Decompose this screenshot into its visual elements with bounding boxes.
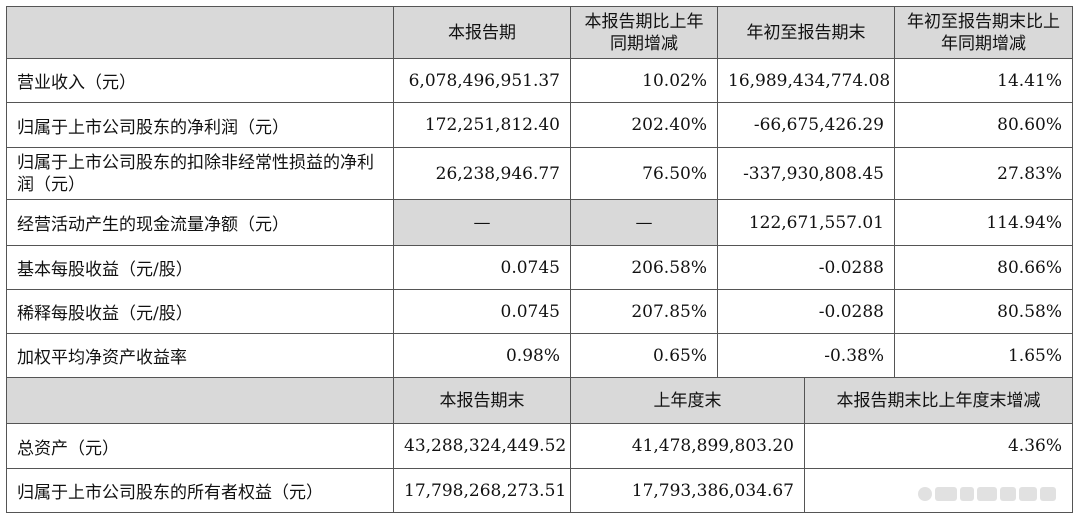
table-row: 归属于上市公司股东的扣除非经常性损益的净利润（元） 26,238,946.77 … (6, 147, 1073, 200)
row-label: 总资产（元） (6, 423, 394, 469)
header-corner-cell (6, 377, 394, 424)
row-label: 加权平均净资产收益率 (6, 333, 394, 378)
table-row: 营业收入（元） 6,078,496,951.37 10.02% 16,989,4… (6, 58, 1073, 103)
cell-period-end: 43,288,324,449.52 (393, 423, 571, 469)
row-label: 营业收入（元） (6, 58, 394, 103)
col-header-prior-year-end: 上年度末 (570, 377, 805, 424)
cell-prior-year-end: 41,478,899,803.20 (570, 423, 805, 469)
row-label: 经营活动产生的现金流量净额（元） (6, 199, 394, 246)
cell-current-period-yoy: 0.65% (570, 333, 718, 378)
cell-current-period-yoy: 207.85% (570, 289, 718, 334)
cell-ytd-yoy: 27.83% (894, 147, 1073, 200)
cell-current-period: 26,238,946.77 (393, 147, 571, 200)
cell-current-period-yoy: 206.58% (570, 245, 718, 290)
header-row-period: 本报告期 本报告期比上年同期增减 年初至报告期末 年初至报告期末比上年同期增减 (6, 6, 1073, 59)
cell-ytd: -0.0288 (717, 289, 895, 334)
col-header-ytd-yoy: 年初至报告期末比上年同期增减 (894, 6, 1073, 59)
cell-prior-year-end: 17,793,386,034.67 (570, 468, 805, 513)
table-row: 归属于上市公司股东的净利润（元） 172,251,812.40 202.40% … (6, 102, 1073, 148)
cell-ytd-yoy: 80.60% (894, 102, 1073, 148)
cell-current-period-yoy: — (570, 199, 718, 246)
cell-current-period: 0.98% (393, 333, 571, 378)
cell-ytd: -337,930,808.45 (717, 147, 895, 200)
cell-current-period: — (393, 199, 571, 246)
row-label: 归属于上市公司股东的扣除非经常性损益的净利润（元） (6, 147, 394, 200)
header-row-balance: 本报告期末 上年度末 本报告期末比上年度末增减 (6, 377, 1073, 424)
row-label: 归属于上市公司股东的净利润（元） (6, 102, 394, 148)
col-header-change: 本报告期末比上年度末增减 (804, 377, 1073, 424)
cell-ytd-yoy: 114.94% (894, 199, 1073, 246)
col-header-period-end: 本报告期末 (393, 377, 571, 424)
cell-current-period: 172,251,812.40 (393, 102, 571, 148)
cell-ytd: 16,989,434,774.08 (717, 58, 895, 103)
col-header-current-period: 本报告期 (393, 6, 571, 59)
row-label: 归属于上市公司股东的所有者权益（元） (6, 468, 394, 513)
row-label: 基本每股收益（元/股） (6, 245, 394, 290)
cell-ytd: -0.0288 (717, 245, 895, 290)
financial-summary-table: 本报告期 本报告期比上年同期增减 年初至报告期末 年初至报告期末比上年同期增减 … (6, 6, 1073, 513)
cell-ytd-yoy: 80.66% (894, 245, 1073, 290)
cell-ytd: -66,675,426.29 (717, 102, 895, 148)
cell-current-period-yoy: 10.02% (570, 58, 718, 103)
cell-ytd-yoy: 1.65% (894, 333, 1073, 378)
cell-current-period: 0.0745 (393, 245, 571, 290)
row-label: 稀释每股收益（元/股） (6, 289, 394, 334)
cell-ytd-yoy: 80.58% (894, 289, 1073, 334)
table-row: 稀释每股收益（元/股） 0.0745 207.85% -0.0288 80.58… (6, 289, 1073, 334)
cell-ytd-yoy: 14.41% (894, 58, 1073, 103)
cell-ytd: -0.38% (717, 333, 895, 378)
table-row: 加权平均净资产收益率 0.98% 0.65% -0.38% 1.65% (6, 333, 1073, 378)
cell-current-period-yoy: 202.40% (570, 102, 718, 148)
table-row: 归属于上市公司股东的所有者权益（元） 17,798,268,273.51 17,… (6, 468, 1073, 513)
watermark-logo (918, 484, 1064, 504)
cell-current-period: 6,078,496,951.37 (393, 58, 571, 103)
cell-period-end: 17,798,268,273.51 (393, 468, 571, 513)
cell-current-period: 0.0745 (393, 289, 571, 334)
table-row: 总资产（元） 43,288,324,449.52 41,478,899,803.… (6, 423, 1073, 469)
table-row: 经营活动产生的现金流量净额（元） — — 122,671,557.01 114.… (6, 199, 1073, 246)
header-corner-cell (6, 6, 394, 59)
cell-change: 4.36% (804, 423, 1073, 469)
col-header-current-period-yoy: 本报告期比上年同期增减 (570, 6, 718, 59)
col-header-ytd: 年初至报告期末 (717, 6, 895, 59)
table-row: 基本每股收益（元/股） 0.0745 206.58% -0.0288 80.66… (6, 245, 1073, 290)
cell-current-period-yoy: 76.50% (570, 147, 718, 200)
cell-ytd: 122,671,557.01 (717, 199, 895, 246)
